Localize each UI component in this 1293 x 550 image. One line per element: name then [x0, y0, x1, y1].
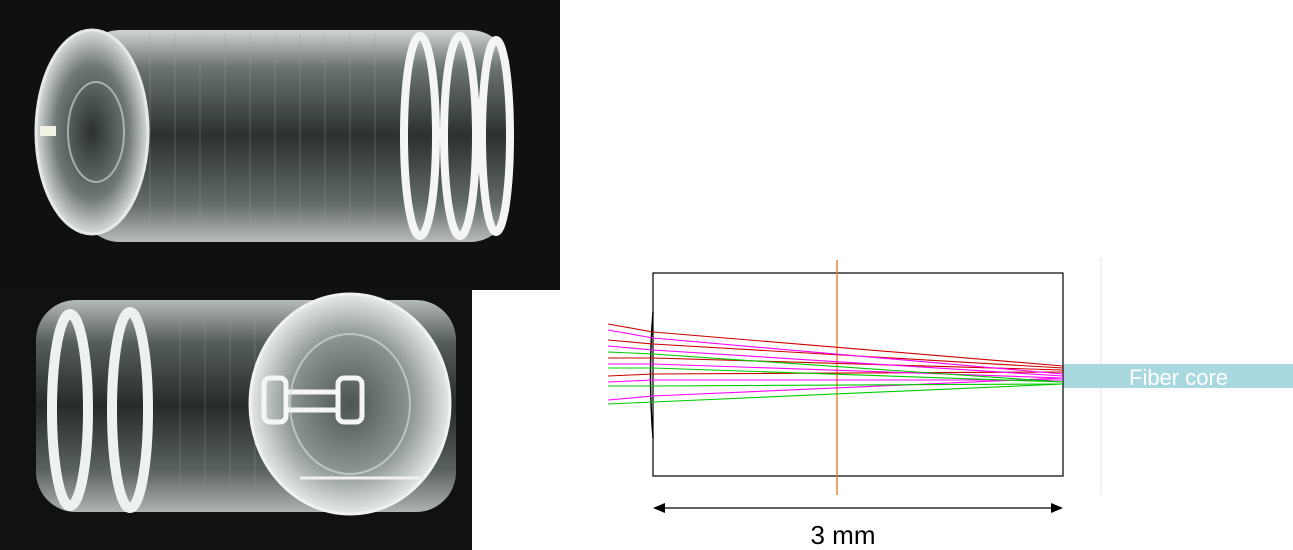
- ray-bundle: [607, 323, 1064, 405]
- lens-photo-bottom: [36, 292, 456, 516]
- ray-green: [607, 383, 1064, 405]
- fiber-core-label: Fiber core: [1129, 365, 1228, 390]
- ray-magenta: [607, 329, 1064, 375]
- lens-photograph: [0, 0, 560, 550]
- ray-red: [608, 357, 1064, 371]
- fiber-core-band: [1063, 364, 1293, 388]
- dimension-label: 3 mm: [811, 520, 876, 550]
- ray-magenta: [607, 379, 1063, 383]
- ray-green: [608, 383, 1064, 387]
- lens-photo-top: [34, 28, 514, 242]
- ray-magenta: [607, 377, 1064, 401]
- ray-magenta: [608, 363, 1064, 379]
- double-arrow-icon: [653, 503, 1063, 513]
- ray-magenta: [607, 345, 1064, 377]
- ray-trace-diagram: Fiber core 3 mm: [607, 258, 1293, 550]
- ray-green: [607, 351, 1064, 383]
- ray-green: [608, 367, 1064, 383]
- ray-red: [607, 339, 1064, 369]
- ray-red: [607, 323, 1064, 367]
